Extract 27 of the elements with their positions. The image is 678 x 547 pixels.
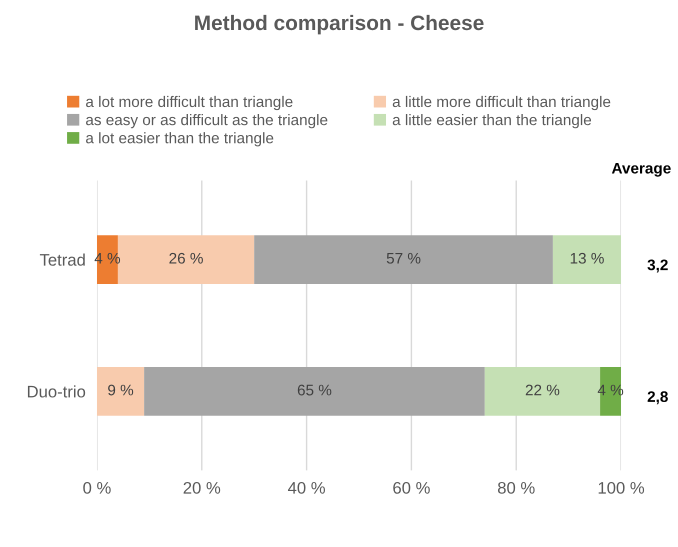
y-tick-label: Duo-trio bbox=[28, 385, 86, 398]
data-label: 65 % bbox=[298, 384, 332, 396]
x-tick-label: 40 % bbox=[288, 482, 325, 494]
data-label: 57 % bbox=[386, 252, 420, 264]
legend-label: as easy or as difficult as the triangle bbox=[86, 114, 328, 128]
text: Average bbox=[612, 162, 671, 177]
bar bbox=[96, 366, 144, 416]
bar bbox=[144, 366, 485, 416]
text: 2,8 bbox=[648, 391, 668, 404]
bar bbox=[552, 235, 622, 284]
text: 3,2 bbox=[647, 259, 668, 272]
data-label: 22 % bbox=[526, 384, 560, 396]
legend-label: a lot more difficult than triangle bbox=[86, 96, 292, 110]
data-label: 26 % bbox=[169, 252, 203, 264]
y-tick-label: Tetrad bbox=[40, 254, 85, 266]
x-tick-label: 60 % bbox=[393, 482, 430, 494]
x-tick-label: 20 % bbox=[184, 482, 220, 494]
data-label: 9 % bbox=[108, 384, 134, 396]
x-tick-label: 0 % bbox=[83, 482, 111, 494]
bar bbox=[254, 235, 553, 284]
data-label: 13 % bbox=[570, 252, 604, 264]
x-tick-label: 80 % bbox=[498, 482, 535, 494]
legend-label: a little more difficult than triangle bbox=[392, 96, 610, 110]
legend-label: a little easier than the triangle bbox=[392, 114, 592, 128]
legend-label: a lot easier than the triangle bbox=[86, 132, 274, 146]
chart-title: Method comparison - Cheese bbox=[195, 14, 484, 34]
x-tick-label: 100 % bbox=[598, 482, 644, 494]
